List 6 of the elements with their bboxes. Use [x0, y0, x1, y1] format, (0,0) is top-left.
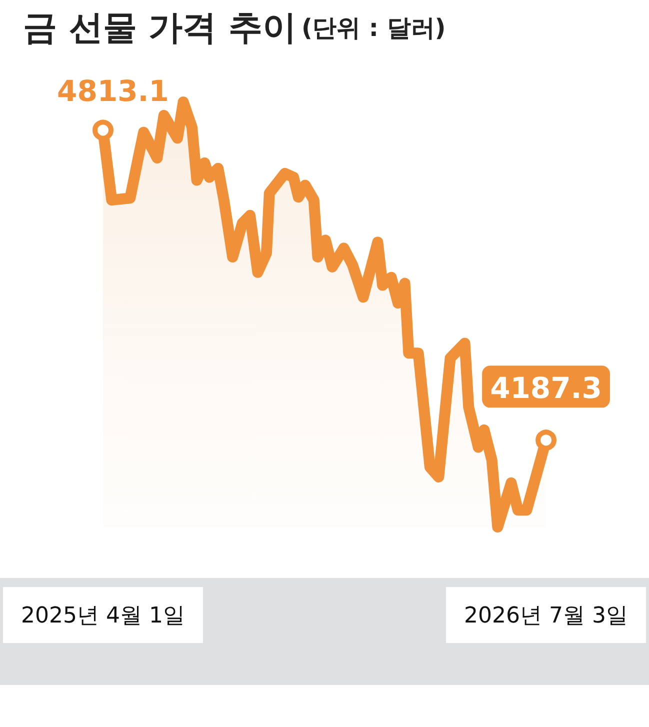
chart-subtitle: (단위 : 달러)	[302, 14, 446, 42]
chart-title: 금 선물 가격 추이	[23, 8, 297, 48]
x-tick-label: 2025년 4월 1일	[21, 604, 185, 628]
x-tick-label: 2026년 7월 3일	[464, 604, 628, 628]
data-label: 4813.1	[57, 74, 169, 108]
data-label: 4187.3	[490, 371, 602, 406]
